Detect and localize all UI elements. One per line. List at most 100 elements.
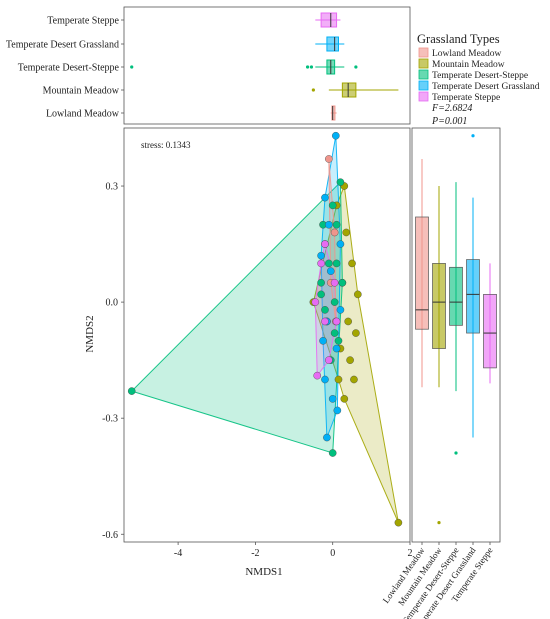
top-outlier (305, 65, 310, 69)
point-temperate-steppe (313, 371, 322, 380)
point-temperate-desert-steppe (330, 329, 339, 337)
point-mountain-meadow (344, 317, 352, 326)
top-category-label: Temperate Desert Grassland (6, 40, 119, 51)
point-temperate-desert-grassland (319, 337, 327, 345)
point-temperate-desert-steppe (332, 259, 341, 268)
top-box-temperate-steppe (320, 12, 338, 28)
point-temperate-desert-grassland (325, 220, 333, 229)
point-temperate-steppe (325, 356, 333, 364)
point-temperate-steppe (321, 240, 329, 248)
point-mountain-meadow (340, 395, 349, 403)
top-boxplot-marks: Temperate Steppe Temperate Desert Grassla… (6, 12, 399, 121)
x-tick-label: 0 (330, 548, 335, 559)
point-temperate-steppe (332, 317, 341, 326)
point-temperate-steppe (311, 298, 320, 306)
y-tick-label: -0.3 (102, 414, 118, 425)
point-temperate-desert-grassland (336, 240, 345, 248)
legend-label: Lowland Meadow (432, 49, 502, 59)
point-temperate-steppe (321, 317, 329, 326)
scatter-panel (123, 127, 411, 543)
point-temperate-desert-grassland (321, 193, 329, 202)
right-outlier (454, 451, 458, 455)
point-temperate-desert-grassland (333, 406, 342, 415)
point-temperate-desert-grassland (336, 306, 345, 314)
x-tick-label: 2 (408, 548, 413, 559)
right-box-temperate-desert-grassland (466, 259, 480, 334)
x-tick-label: -4 (174, 548, 182, 559)
point-mountain-meadow (348, 259, 356, 268)
y-tick-label: -0.6 (102, 530, 118, 541)
x-tick-label: -2 (251, 548, 259, 559)
point-temperate-desert-steppe (317, 278, 325, 287)
point-lowland-meadow (330, 228, 339, 237)
legend-label: Temperate Desert-Steppe (432, 71, 528, 81)
right-box-mountain-meadow (432, 263, 446, 349)
axes: -4 -2 0 2 0.3 0.0 -0.3 -0.6 (102, 182, 412, 559)
point-temperate-desert-steppe (334, 337, 343, 345)
scatter-points (127, 131, 403, 527)
y-tick-label: 0.3 (106, 182, 119, 193)
legend-key-temperate-desert-grassland (418, 80, 429, 91)
point-temperate-desert-steppe (321, 306, 329, 314)
point-temperate-steppe (317, 259, 325, 268)
point-temperate-desert-grassland (321, 375, 329, 384)
point-temperate-desert-steppe (127, 387, 136, 395)
point-temperate-desert-grassland (332, 344, 341, 353)
right-outlier (437, 521, 441, 525)
point-lowland-meadow (325, 155, 333, 163)
point-temperate-desert-grassland (331, 131, 340, 140)
top-box-mountain-meadow (341, 82, 357, 98)
top-outlier (309, 65, 314, 69)
top-boxplot-panel (123, 6, 411, 125)
legend-title: Grassland Types (417, 32, 500, 46)
point-temperate-desert-grassland (328, 395, 337, 403)
top-category-label: Temperate Desert-Steppe (18, 63, 120, 74)
legend-label: Temperate Desert Grassland (432, 82, 540, 92)
y-axis-title: NMDS2 (84, 315, 96, 352)
point-mountain-meadow (346, 356, 354, 364)
right-box-temperate-desert-steppe (449, 266, 463, 326)
top-outlier (311, 88, 315, 92)
point-mountain-meadow (334, 375, 343, 384)
stress-label: stress: 0.1343 (141, 140, 191, 150)
y-tick-label: 0.0 (106, 298, 119, 309)
point-mountain-meadow (342, 228, 351, 237)
convex-hulls (130, 135, 399, 523)
top-outlier (354, 65, 358, 69)
point-mountain-meadow (394, 518, 403, 527)
legend-key-temperate-desert-steppe (418, 69, 429, 80)
point-temperate-desert-steppe (328, 449, 337, 457)
f-statistic: F=2.6824 (431, 103, 472, 114)
point-mountain-meadow (354, 290, 362, 299)
top-outlier (130, 65, 134, 69)
point-temperate-desert-steppe (338, 278, 347, 287)
point-temperate-steppe (330, 278, 339, 287)
point-temperate-desert-steppe (336, 178, 345, 186)
top-box-temperate-desert-grassland (326, 36, 339, 52)
x-axis-title: NMDS1 (245, 566, 282, 578)
point-temperate-desert-steppe (330, 298, 339, 306)
point-temperate-desert-steppe (328, 201, 337, 210)
point-temperate-desert-steppe (317, 290, 325, 299)
point-mountain-meadow (352, 329, 360, 337)
top-category-label: Temperate Steppe (47, 16, 119, 27)
top-category-label: Lowland Meadow (46, 109, 120, 120)
point-temperate-desert-grassland (326, 267, 335, 275)
point-temperate-desert-grassland (317, 251, 325, 260)
top-box-lowland-meadow (331, 105, 336, 121)
point-temperate-desert-steppe (325, 259, 333, 268)
legend-key-mountain-meadow (418, 58, 429, 69)
right-box-lowland-meadow (415, 216, 429, 330)
legend-key-lowland-meadow (418, 47, 429, 58)
right-box-temperate-steppe (483, 294, 497, 369)
legend-label: Mountain Meadow (432, 60, 505, 70)
right-outlier (471, 134, 475, 138)
legend-key-temperate-steppe (418, 91, 429, 102)
point-mountain-meadow (350, 375, 358, 384)
point-temperate-desert-steppe (332, 220, 341, 229)
legend-label: Temperate Steppe (432, 93, 500, 103)
point-temperate-desert-grassland (323, 433, 331, 442)
top-category-label: Mountain Meadow (43, 86, 120, 97)
